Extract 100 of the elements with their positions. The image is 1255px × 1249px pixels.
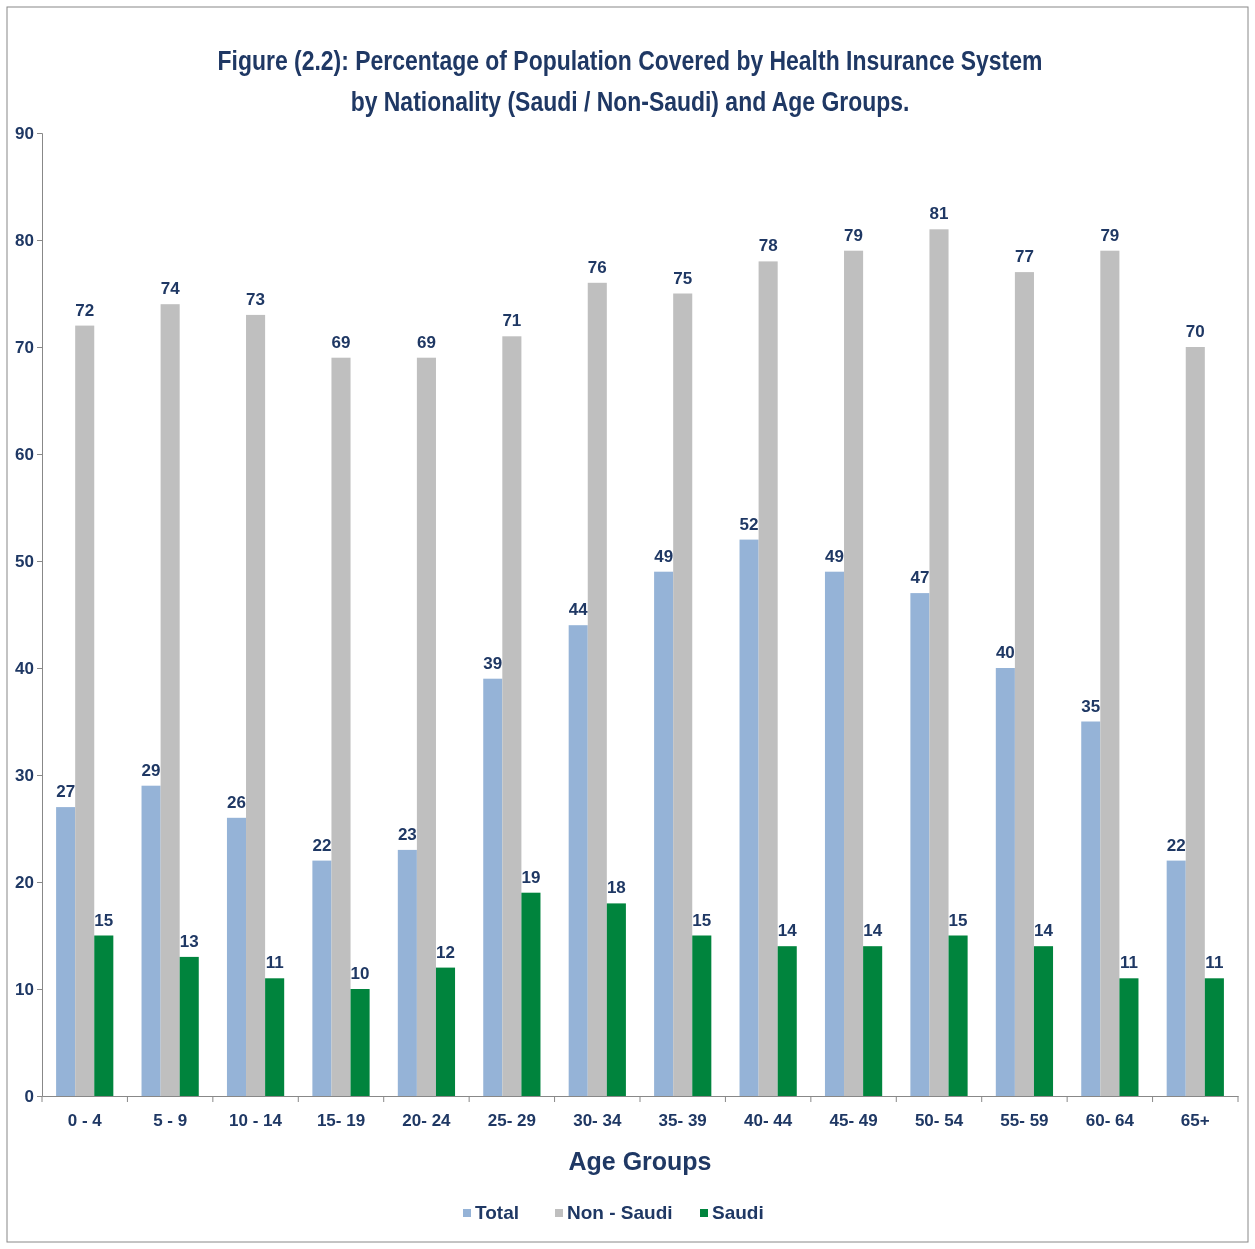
data-label: 74 (160, 279, 181, 299)
bar (265, 978, 285, 1096)
data-label: 78 (758, 236, 778, 256)
data-label: 27 (56, 782, 76, 802)
data-label: 52 (739, 514, 759, 534)
data-label: 70 (1185, 322, 1205, 341)
data-label: 72 (75, 300, 95, 320)
data-label: 18 (606, 878, 626, 898)
data-label: 26 (227, 792, 246, 812)
x-axis-title: Age Groups (568, 1147, 712, 1175)
data-label: 12 (436, 942, 455, 962)
data-label: 15 (94, 910, 114, 930)
y-tick-label: 20 (15, 872, 34, 892)
bar (435, 967, 456, 1096)
bar (1081, 721, 1101, 1096)
x-tick-label: 30- 34 (573, 1111, 622, 1131)
y-tick-label: 50 (15, 551, 34, 571)
x-tick-label: 60- 64 (1085, 1111, 1135, 1131)
x-tick-label: 55- 59 (1000, 1111, 1049, 1131)
y-tick-label: 40 (15, 658, 34, 678)
bar (606, 903, 626, 1096)
bar (673, 293, 693, 1096)
bar (654, 571, 674, 1096)
data-label: 49 (825, 546, 844, 566)
data-label: 71 (502, 311, 522, 331)
y-tick-label: 70 (15, 337, 34, 357)
data-label: 75 (673, 268, 693, 288)
data-label: 44 (568, 600, 589, 620)
x-tick-label: 0 - 4 (67, 1111, 103, 1131)
data-label: 23 (397, 824, 417, 844)
bar (929, 229, 949, 1096)
bar (1204, 978, 1224, 1096)
data-label: 15 (692, 910, 712, 930)
x-tick-label: 45- 49 (829, 1111, 878, 1131)
x-tick-label: 10 - 14 (229, 1111, 283, 1131)
data-label: 35 (1081, 696, 1101, 716)
data-label: 76 (587, 257, 607, 277)
bar (910, 593, 930, 1096)
y-tick-label: 0 (24, 1086, 34, 1106)
bar (141, 785, 161, 1096)
data-label: 11 (1119, 953, 1138, 973)
data-label: 13 (179, 931, 199, 951)
data-label: 22 (312, 835, 332, 855)
data-label: 14 (777, 921, 798, 941)
bar (160, 304, 180, 1096)
y-tick-label: 30 (15, 765, 34, 785)
bar (56, 807, 76, 1096)
data-label: 40 (995, 643, 1015, 662)
x-tick-label: 25- 29 (487, 1111, 536, 1131)
bar (692, 935, 712, 1096)
data-label: 11 (1205, 953, 1224, 973)
y-tick-label: 90 (15, 123, 34, 143)
bar (863, 946, 883, 1096)
data-label: 73 (246, 289, 266, 309)
bar (739, 539, 759, 1096)
y-tick-label: 80 (15, 230, 34, 250)
bar (397, 849, 417, 1096)
x-tick-label: 35- 39 (658, 1111, 707, 1131)
data-label: 79 (1100, 225, 1120, 245)
bar (1100, 250, 1120, 1096)
x-tick-label: 65+ (1180, 1111, 1210, 1131)
legend-label: Non - Saudi (567, 1202, 673, 1223)
data-label: 69 (416, 332, 436, 352)
bar (502, 336, 522, 1096)
data-label: 15 (948, 910, 968, 930)
bar (824, 571, 845, 1096)
data-label: 14 (863, 921, 883, 941)
bar (246, 314, 266, 1096)
data-label: 29 (141, 760, 161, 780)
data-label: 81 (929, 204, 949, 224)
x-tick-label: 40- 44 (744, 1111, 793, 1131)
bar (75, 325, 95, 1096)
bar (94, 935, 114, 1096)
legend-label: Saudi (712, 1202, 764, 1223)
bar (179, 956, 199, 1096)
data-label: 39 (483, 653, 503, 673)
data-label: 10 (350, 964, 370, 983)
bar (995, 668, 1015, 1096)
data-label: 22 (1166, 835, 1186, 855)
bar (1033, 946, 1054, 1096)
data-label: 79 (844, 225, 864, 245)
chart-title: Figure (2.2): Percentage of Population Covered by Health Insurance System by Nationality (Saudi / Non-Saudi) and Age Groups. (217, 45, 1043, 117)
bar (483, 678, 503, 1096)
bar (350, 989, 370, 1096)
legend-label: Total (475, 1202, 519, 1223)
bar (587, 282, 607, 1096)
bar (777, 946, 797, 1096)
data-label: 69 (331, 332, 351, 352)
x-tick-label: 20- 24 (402, 1111, 452, 1131)
bar (521, 892, 541, 1096)
bar (1166, 860, 1186, 1096)
x-tick-label: 5 - 9 (153, 1111, 188, 1131)
x-tick-label: 15- 19 (316, 1111, 366, 1131)
data-label: 11 (265, 953, 284, 973)
bar (1119, 978, 1139, 1096)
bar (226, 817, 247, 1096)
data-label: 14 (1034, 921, 1054, 941)
x-tick-label: 50- 54 (914, 1111, 964, 1131)
bar (1014, 272, 1034, 1096)
data-label: 77 (1014, 247, 1034, 267)
